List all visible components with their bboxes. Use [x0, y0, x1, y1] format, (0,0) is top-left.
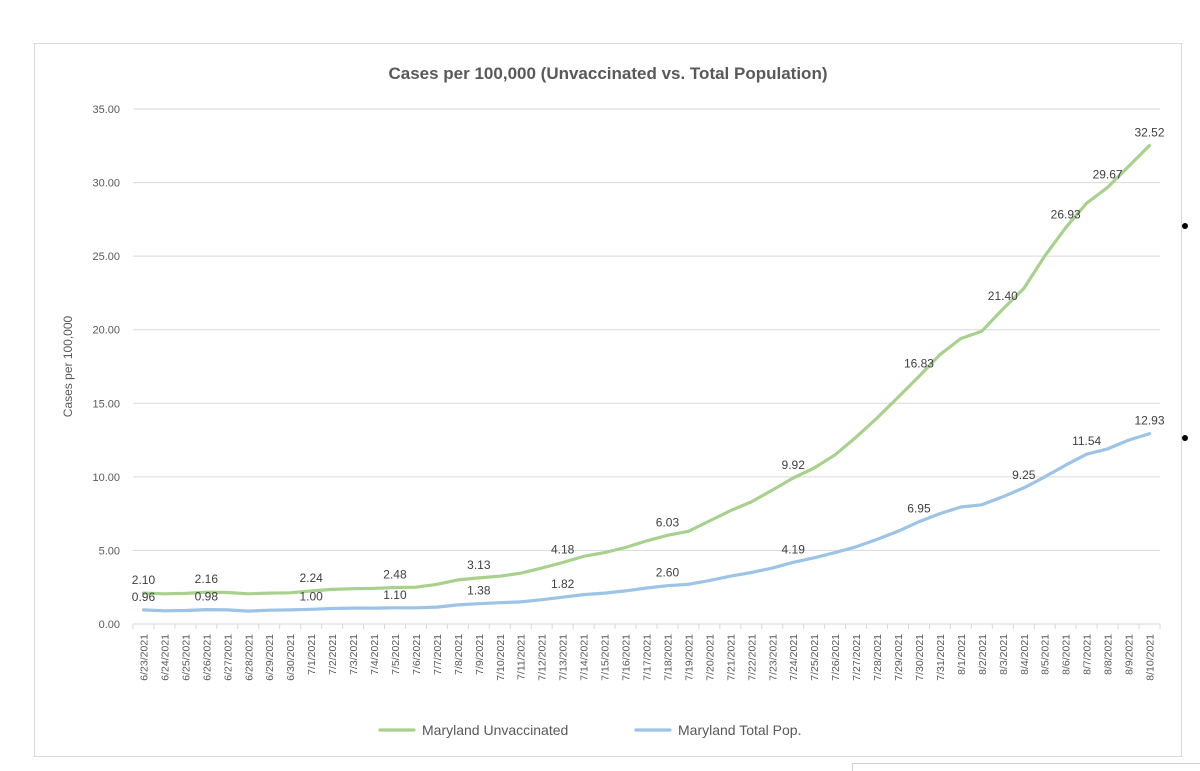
data-label: 2.10 — [132, 573, 156, 587]
data-label: 9.92 — [782, 458, 806, 472]
legend-unvaccinated-label: Maryland Unvaccinated — [422, 722, 568, 738]
x-tick-label: 6/29/2021 — [264, 634, 276, 681]
y-tick-label: 0.00 — [99, 619, 120, 631]
data-label: 26.93 — [1051, 208, 1081, 222]
bullet-dot-top — [1182, 223, 1188, 229]
x-tick-label: 6/23/2021 — [138, 634, 150, 681]
y-tick-label: 15.00 — [92, 398, 120, 410]
y-tick-label: 5.00 — [99, 545, 120, 557]
data-label: 32.52 — [1135, 125, 1165, 139]
x-tick-label: 8/4/2021 — [1019, 634, 1031, 675]
x-tick-label: 7/18/2021 — [662, 634, 674, 681]
x-tick-label: 7/3/2021 — [348, 634, 360, 675]
y-axis-label: Cases per 100,000 — [61, 315, 75, 417]
data-label: 2.16 — [195, 572, 219, 586]
data-label: 11.54 — [1072, 434, 1101, 448]
data-label: 21.40 — [988, 289, 1018, 303]
divider-line — [852, 763, 1200, 764]
data-label: 3.13 — [467, 558, 491, 572]
x-tick-label: 7/22/2021 — [746, 634, 758, 681]
x-tick-label: 7/21/2021 — [725, 634, 737, 681]
x-tick-label: 7/29/2021 — [893, 634, 905, 681]
data-label: 0.98 — [195, 590, 219, 604]
divider-tick — [852, 763, 853, 771]
x-tick-label: 7/16/2021 — [621, 634, 633, 681]
data-label: 2.60 — [656, 566, 680, 580]
x-tick-label: 7/11/2021 — [516, 634, 528, 680]
data-label: 4.19 — [782, 542, 806, 556]
x-tick-label: 7/1/2021 — [306, 634, 318, 675]
x-tick-label: 7/8/2021 — [453, 634, 465, 675]
x-tick-label: 7/14/2021 — [579, 634, 591, 681]
x-tick-label: 7/15/2021 — [600, 634, 612, 681]
x-tick-label: 7/5/2021 — [390, 634, 402, 675]
data-label: 0.96 — [132, 590, 156, 604]
x-tick-label: 7/27/2021 — [851, 634, 863, 681]
data-label: 6.03 — [656, 515, 680, 529]
x-tick-label: 8/10/2021 — [1145, 634, 1157, 681]
data-label: 4.18 — [551, 542, 575, 556]
x-tick-label: 6/28/2021 — [243, 634, 255, 681]
x-tick-label: 8/2/2021 — [977, 634, 989, 675]
data-label: 1.82 — [551, 577, 575, 591]
x-tick-label: 7/20/2021 — [704, 634, 716, 681]
data-label: 1.10 — [383, 588, 407, 602]
data-label: 1.00 — [299, 589, 323, 603]
x-tick-label: 7/7/2021 — [432, 634, 444, 675]
data-label: 29.67 — [1093, 167, 1123, 181]
x-tick-label: 7/24/2021 — [788, 634, 800, 681]
x-tick-label: 8/6/2021 — [1061, 634, 1073, 675]
bullet-dot-bottom — [1182, 435, 1188, 441]
x-tick-label: 7/19/2021 — [683, 634, 695, 681]
x-tick-label: 7/28/2021 — [872, 634, 884, 681]
chart-frame: Cases per 100,000 (Unvaccinated vs. Tota… — [34, 43, 1182, 757]
x-tick-label: 7/2/2021 — [327, 634, 339, 675]
data-label: 2.24 — [299, 571, 323, 585]
x-tick-label: 8/3/2021 — [998, 634, 1010, 675]
y-tick-label: 35.00 — [92, 104, 120, 116]
x-tick-label: 7/9/2021 — [474, 634, 486, 675]
x-tick-label: 7/26/2021 — [830, 634, 842, 681]
x-tick-label: 7/13/2021 — [558, 634, 570, 681]
x-tick-label: 8/5/2021 — [1040, 634, 1052, 675]
y-tick-label: 10.00 — [92, 472, 120, 484]
x-tick-label: 6/30/2021 — [285, 634, 297, 681]
x-tick-label: 8/7/2021 — [1082, 634, 1094, 675]
x-tick-label: 7/25/2021 — [809, 634, 821, 681]
x-tick-label: 7/23/2021 — [767, 634, 779, 681]
x-tick-label: 7/17/2021 — [642, 634, 654, 681]
x-tick-label: 6/25/2021 — [180, 634, 192, 681]
data-label: 9.25 — [1012, 468, 1036, 482]
data-label: 12.93 — [1135, 414, 1165, 428]
series-line-total-pop — [141, 432, 1152, 613]
x-tick-label: 6/26/2021 — [201, 634, 213, 681]
data-label: 16.83 — [904, 356, 934, 370]
series-line-unvaccinated — [141, 143, 1152, 596]
y-tick-label: 20.00 — [92, 325, 120, 337]
y-tick-label: 30.00 — [92, 178, 120, 190]
x-tick-label: 7/6/2021 — [411, 634, 423, 675]
data-label: 1.38 — [467, 584, 491, 598]
x-tick-label: 6/24/2021 — [159, 634, 171, 681]
data-label: 6.95 — [907, 502, 931, 516]
chart-title: Cases per 100,000 (Unvaccinated vs. Tota… — [388, 64, 828, 83]
data-label: 2.48 — [383, 568, 407, 582]
x-tick-label: 7/12/2021 — [537, 634, 549, 681]
x-tick-label: 6/27/2021 — [222, 634, 234, 681]
x-tick-label: 8/8/2021 — [1103, 634, 1115, 675]
x-tick-label: 7/31/2021 — [935, 634, 947, 681]
y-tick-label: 25.00 — [92, 251, 120, 263]
legend-total-pop-label: Maryland Total Pop. — [678, 722, 801, 738]
x-tick-label: 8/1/2021 — [956, 634, 968, 675]
x-tick-label: 7/30/2021 — [914, 634, 926, 681]
x-tick-label: 7/4/2021 — [369, 634, 381, 675]
x-tick-label: 8/9/2021 — [1124, 634, 1136, 675]
x-tick-label: 7/10/2021 — [495, 634, 507, 681]
